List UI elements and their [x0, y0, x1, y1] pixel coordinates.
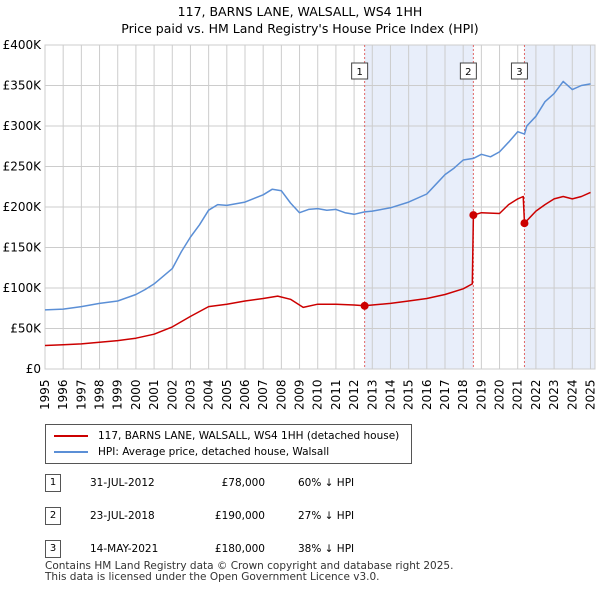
- x-tick-label: 2004: [202, 379, 216, 410]
- x-tick-label: 1998: [93, 379, 107, 410]
- y-tick-label: £50K: [10, 322, 42, 336]
- x-tick-label: 2005: [220, 379, 234, 410]
- sale-price: £78,000: [221, 477, 265, 489]
- legend-label-hpi: HPI: Average price, detached house, Wals…: [98, 446, 330, 458]
- sale-marker-box: [510, 62, 528, 80]
- y-tick-label: £400K: [3, 38, 43, 52]
- x-tick-label: 2011: [329, 379, 343, 410]
- x-tick-label: 2007: [256, 379, 270, 410]
- legend-item-hpi: HPI: Average price, detached house, Wals…: [54, 444, 329, 460]
- y-tick-label: £250K: [3, 160, 43, 174]
- x-tick-label: 2002: [165, 379, 179, 410]
- sale-marker-label: 1: [356, 67, 362, 78]
- y-tick-label: £100K: [3, 281, 43, 295]
- y-tick-label: £200K: [3, 200, 43, 214]
- sale-points: [360, 211, 529, 310]
- x-tick-label: 2024: [565, 379, 579, 410]
- x-tick-label: 2015: [402, 379, 416, 410]
- y-tick-label: £300K: [3, 119, 43, 133]
- sale-point: [520, 219, 529, 228]
- x-tick-label: 1997: [74, 379, 88, 410]
- sale-marker-label: 2: [465, 67, 471, 78]
- y-tick-label: £0: [26, 362, 41, 376]
- sale-marker-box: [351, 62, 369, 80]
- chart-grid: [44, 44, 596, 370]
- legend-item-property: 117, BARNS LANE, WALSALL, WS4 1HH (detac…: [54, 428, 399, 444]
- sale-marker-label: 3: [516, 67, 522, 78]
- x-tick-label: 2012: [347, 379, 361, 410]
- legend-swatch-hpi: [54, 451, 88, 453]
- x-tick-label: 2009: [293, 379, 307, 410]
- footer: Contains HM Land Registry data © Crown c…: [45, 561, 453, 583]
- chart-title-line-2: Price paid vs. HM Land Registry's House …: [121, 21, 479, 36]
- x-tick-label: 1999: [111, 379, 125, 410]
- legend-label-property: 117, BARNS LANE, WALSALL, WS4 1HH (detac…: [98, 430, 400, 442]
- legend-swatch-property: [54, 435, 88, 437]
- x-tick-label: 2020: [493, 379, 507, 410]
- x-tick-label: 2010: [311, 379, 325, 410]
- x-tick-label: 2014: [383, 379, 397, 410]
- x-tick-label: 2025: [583, 379, 597, 410]
- sale-hpi-diff: 60% ↓ HPI: [298, 477, 355, 489]
- sale-date: 31-JUL-2012: [90, 477, 155, 489]
- footer-licence: This data is licensed under the Open Gov…: [45, 571, 380, 583]
- y-tick-label: £150K: [3, 241, 43, 255]
- x-tick-label: 2006: [238, 379, 252, 410]
- chart-axes: £0 £50K £100K £150K £200K £250K £300K £350K £400…: [3, 38, 598, 410]
- x-tick-label: 2021: [511, 379, 525, 410]
- chart-title: 117, BARNS LANE, WALSALL, WS4 1HH Price …: [0, 3, 600, 37]
- price-chart: 1 2 3 £0 £50K £100K £150K £200K £250K £300K £350K…: [3, 38, 598, 410]
- x-tick-label: 2016: [420, 379, 434, 410]
- sale-hpi-diff: 27% ↓ HPI: [298, 510, 355, 522]
- x-tick-label: 2017: [438, 379, 452, 410]
- sale-price: £180,000: [214, 543, 265, 555]
- x-tick-label: 2013: [365, 379, 379, 410]
- chart-series: [44, 80, 591, 347]
- chart-title-line-1: 117, BARNS LANE, WALSALL, WS4 1HH: [177, 4, 423, 19]
- chart-legend: 117, BARNS LANE, WALSALL, WS4 1HH (detac…: [45, 424, 412, 464]
- x-tick-label: 2000: [129, 379, 143, 410]
- sale-number-badge: 3: [45, 540, 61, 558]
- sale-point: [469, 211, 478, 220]
- sale-date: 23-JUL-2018: [90, 510, 155, 522]
- footer-copyright: Contains HM Land Registry data © Crown c…: [45, 560, 454, 572]
- x-tick-label: 2008: [274, 379, 288, 410]
- x-tick-label: 2003: [183, 379, 197, 410]
- hpi-line: [44, 80, 591, 311]
- x-tick-label: 1996: [56, 379, 70, 410]
- x-tick-label: 1995: [38, 379, 52, 410]
- sale-hpi-diff: 38% ↓ HPI: [298, 543, 355, 555]
- x-tick-label: 2022: [529, 379, 543, 410]
- x-tick-label: 2018: [456, 379, 470, 410]
- x-tick-label: 2023: [547, 379, 561, 410]
- sale-marker-box: [459, 62, 477, 80]
- property-price-line: [44, 191, 591, 347]
- sale-point: [360, 301, 369, 310]
- sale-number-badge: 1: [45, 474, 61, 492]
- x-tick-label: 2001: [147, 379, 161, 410]
- sale-date: 14-MAY-2021: [90, 543, 159, 555]
- sale-number-badge: 2: [45, 507, 61, 525]
- x-tick-label: 2019: [474, 379, 488, 410]
- y-tick-label: £350K: [3, 79, 43, 93]
- sale-marker-labels: 1 2 3: [351, 62, 528, 80]
- sale-price: £190,000: [214, 510, 265, 522]
